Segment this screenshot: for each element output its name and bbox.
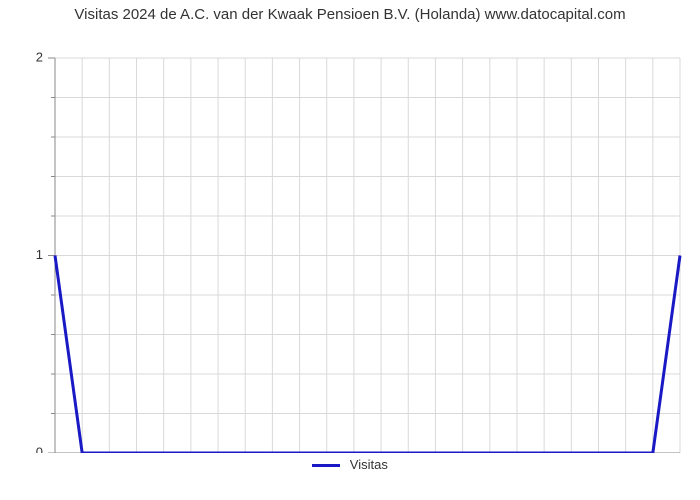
chart-legend: Visitas <box>0 457 700 472</box>
chart-title: Visitas 2024 de A.C. van der Kwaak Pensi… <box>0 0 700 23</box>
svg-text:1: 1 <box>36 247 43 262</box>
visits-line-chart: Visitas 2024 de A.C. van der Kwaak Pensi… <box>0 0 700 500</box>
legend-label: Visitas <box>350 457 388 472</box>
svg-text:0: 0 <box>36 444 43 453</box>
svg-text:2: 2 <box>36 49 43 64</box>
chart-plot-area: 01220232024116 <box>0 23 700 453</box>
legend-swatch <box>312 464 340 467</box>
